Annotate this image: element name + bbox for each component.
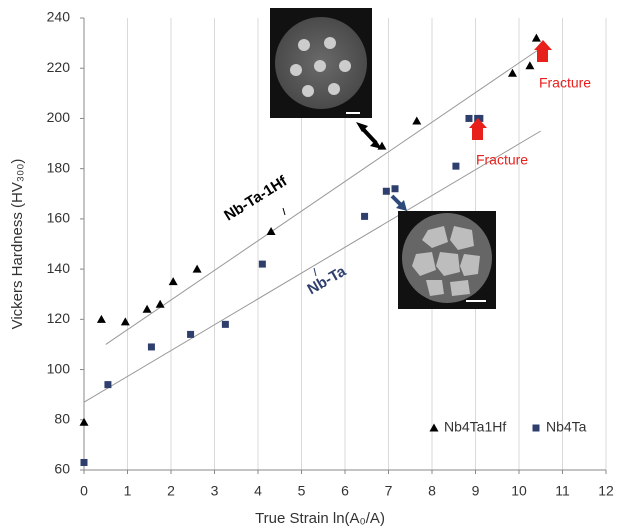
x-tick-label: 9 [472,483,480,499]
y-tick-label: 120 [47,310,71,326]
triangle-point [525,61,535,70]
inset-image [398,211,496,309]
x-tick-label: 8 [428,483,436,499]
y-tick-label: 220 [47,59,71,75]
square-point [476,114,484,122]
triangle-point [79,417,89,426]
x-tick-label: 7 [385,483,393,499]
x-tick-label: 3 [211,483,219,499]
square-point [361,212,369,220]
annotation: Nb-Ta-1Hf [221,172,291,224]
square-point [465,114,473,122]
annotation: Fracture [539,75,591,91]
y-tick-label: 140 [47,260,71,276]
triangle-point [266,226,276,235]
x-tick-label: 1 [124,483,132,499]
inset-image [270,8,372,118]
x-tick-label: 12 [598,483,614,499]
triangle-point [155,299,165,308]
y-tick-label: 180 [47,159,71,175]
y-tick-label: 160 [47,210,71,226]
y-axis-label: Vickers Hardness (HV₃₀₀) [9,159,26,330]
x-tick-label: 5 [298,483,306,499]
x-tick-label: 11 [555,483,570,499]
legend-label: Nb4Ta1Hf [444,419,506,435]
y-tick-label: 60 [54,461,70,477]
x-tick-label: 10 [511,483,527,499]
legend-label: Nb4Ta [546,419,587,435]
arrow [282,40,552,277]
triangle-point [96,314,106,323]
y-tick-label: 80 [54,410,70,426]
triangle-point [142,304,152,313]
y-tick-label: 100 [47,360,71,376]
square-point [221,320,229,328]
square-point [80,458,88,466]
square-point [382,187,390,195]
legend-marker [532,424,540,432]
triangle-point [168,277,178,286]
triangle-point [120,317,130,326]
x-tick-label: 4 [254,483,262,499]
square-point [104,381,112,389]
triangle-point [412,116,422,125]
triangle-point [192,264,202,273]
annotation: Fracture [476,152,528,168]
y-tick-label: 240 [47,9,71,25]
annotation: Nb-Ta [305,263,350,299]
square-point [258,260,266,268]
square-point [147,343,155,351]
trendline [83,130,542,403]
x-axis-label: True Strain ln(A₀/A) [255,510,385,527]
square-point [452,162,460,170]
x-tick-label: 0 [80,483,88,499]
y-tick-label: 200 [47,109,71,125]
square-point [391,185,399,193]
x-tick-label: 2 [167,483,175,499]
square-point [187,330,195,338]
x-tick-label: 6 [341,483,349,499]
trendline [105,47,542,345]
triangle-point [531,33,541,42]
legend-marker [429,423,439,432]
triangle-point [507,68,517,77]
plot-area: 0 1 2 3 4 5 6 7 8 9 10 11 12608010012014016018020022… [9,9,614,527]
